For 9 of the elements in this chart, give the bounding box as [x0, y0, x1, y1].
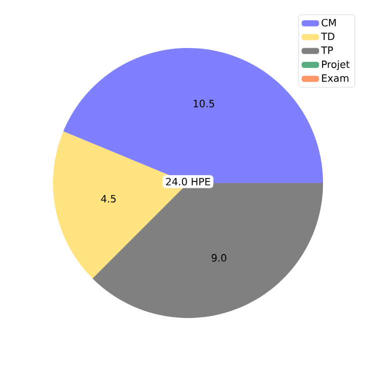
legend-label: Exam: [322, 74, 348, 82]
text: 24.0 HPE: [166, 178, 210, 186]
legend-label: TD: [321, 32, 334, 40]
data-label: 4.5: [101, 195, 116, 203]
data-label: 10.5: [194, 100, 214, 108]
legend-label: CM: [322, 18, 336, 26]
legend-label: Projet: [322, 60, 350, 70]
data-label: 9.0: [212, 254, 226, 262]
legend-label: TP: [321, 46, 333, 54]
